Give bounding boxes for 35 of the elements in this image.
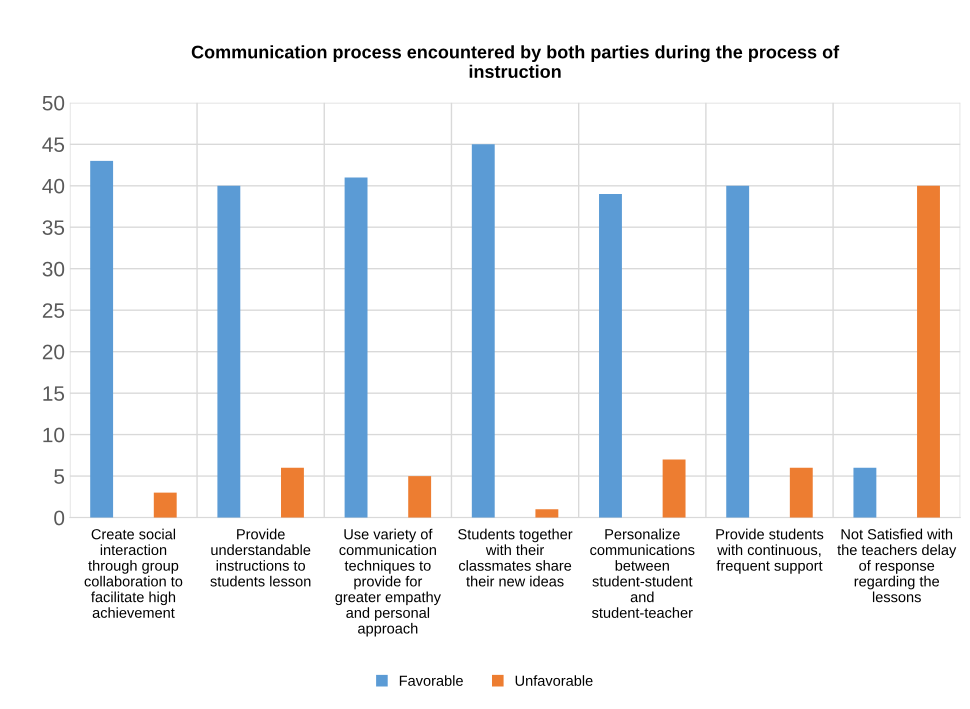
y-tick-label: 30 [42, 262, 64, 276]
x-tick-label: Personalize communications between student-student and student-teacher [590, 528, 694, 618]
y-tick-label: 0 [54, 510, 64, 526]
legend-label: Unfavorable [516, 675, 593, 686]
x-tick-label: Use variety of communication techniques to provide for greater empathy and personal approach [335, 528, 441, 637]
bar [790, 468, 813, 518]
x-tick-label: Not Satisfied with the teachers delay of response regarding the lessons [837, 528, 956, 602]
y-tick-label: 35 [42, 220, 64, 235]
bar [154, 492, 177, 518]
bar [726, 186, 750, 518]
bar [217, 186, 240, 518]
bar [853, 468, 876, 518]
bar [281, 468, 304, 518]
y-tick-label: 15 [43, 386, 64, 401]
y-tick-label: 25 [42, 303, 64, 318]
bar [535, 509, 558, 518]
bar [472, 144, 495, 518]
chart-title: Communication process encountered by both parties during the process of instruction [192, 45, 840, 78]
y-tick-label: 50 [42, 96, 64, 111]
y-tick-label: 20 [42, 344, 64, 360]
y-tick-label: 5 [54, 469, 64, 484]
y-tick-label: 10 [43, 428, 64, 442]
bar [408, 476, 432, 518]
x-tick-label: Students together with their classmates share their new ideas [458, 528, 572, 587]
bar [917, 186, 940, 518]
y-tick-label: 45 [42, 138, 64, 152]
legend-label: Favorable [400, 675, 463, 686]
y-tick-label: 40 [42, 178, 64, 194]
bar [662, 460, 686, 518]
bar [90, 160, 114, 518]
bar [344, 177, 368, 518]
x-tick-label: Provide students with continuous, frequent support [716, 528, 824, 574]
bar [599, 194, 622, 518]
x-tick-label: Provide understandable instructions to students lesson [210, 528, 310, 587]
x-tick-label: Create social interaction through group collaboration to facilitate high achievement [84, 528, 182, 618]
